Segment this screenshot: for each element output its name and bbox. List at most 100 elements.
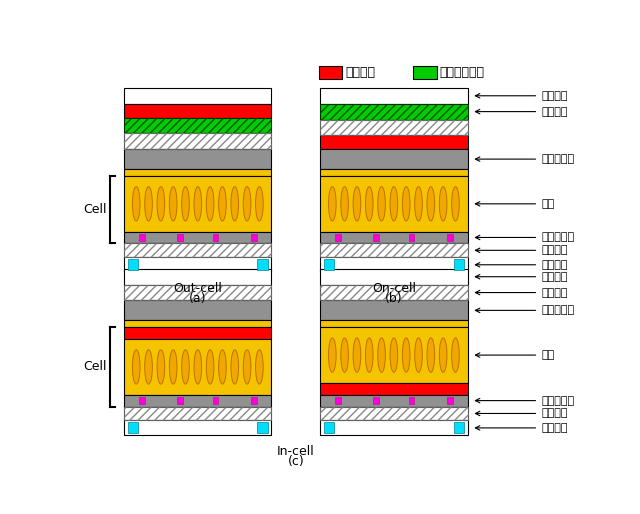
Bar xyxy=(320,104,467,120)
Bar xyxy=(320,149,467,169)
Ellipse shape xyxy=(182,187,189,221)
Ellipse shape xyxy=(439,338,447,372)
Bar xyxy=(212,234,218,241)
Bar xyxy=(324,423,334,433)
Bar xyxy=(335,234,340,241)
Bar xyxy=(128,423,138,433)
Bar xyxy=(320,135,467,149)
Text: 後偏光片: 後偏光片 xyxy=(476,409,568,418)
Ellipse shape xyxy=(328,338,336,372)
Bar xyxy=(257,260,268,270)
Bar xyxy=(124,395,271,407)
Bar xyxy=(320,176,467,231)
Text: 背光模組: 背光模組 xyxy=(476,423,568,433)
Bar xyxy=(454,423,464,433)
Bar xyxy=(124,118,271,133)
Bar xyxy=(124,118,271,133)
Ellipse shape xyxy=(328,187,336,221)
Ellipse shape xyxy=(353,338,361,372)
Bar xyxy=(320,407,467,420)
Bar xyxy=(177,397,183,405)
Text: Out-cell: Out-cell xyxy=(173,282,222,295)
Ellipse shape xyxy=(219,187,227,221)
Ellipse shape xyxy=(427,338,435,372)
Ellipse shape xyxy=(378,338,385,372)
Ellipse shape xyxy=(170,187,177,221)
Bar xyxy=(124,285,271,301)
Text: Cell: Cell xyxy=(84,360,107,374)
Ellipse shape xyxy=(415,187,422,221)
Bar xyxy=(320,120,467,135)
Bar xyxy=(124,149,271,169)
Ellipse shape xyxy=(243,350,251,384)
Ellipse shape xyxy=(194,350,202,384)
Ellipse shape xyxy=(206,187,214,221)
Text: 保護玻璃: 保護玻璃 xyxy=(476,91,568,101)
Ellipse shape xyxy=(255,350,263,384)
Ellipse shape xyxy=(145,350,152,384)
Bar xyxy=(373,234,379,241)
Bar xyxy=(124,133,271,149)
Text: 黏著劑或空氣: 黏著劑或空氣 xyxy=(440,66,484,79)
Ellipse shape xyxy=(353,187,361,221)
Ellipse shape xyxy=(132,187,140,221)
Ellipse shape xyxy=(231,187,239,221)
Bar xyxy=(320,301,467,320)
Bar xyxy=(447,234,452,241)
Ellipse shape xyxy=(170,350,177,384)
Ellipse shape xyxy=(452,338,460,372)
Bar xyxy=(320,120,467,135)
Bar xyxy=(320,269,467,285)
Ellipse shape xyxy=(194,187,202,221)
Text: 液晶: 液晶 xyxy=(476,199,554,209)
Bar xyxy=(124,339,271,395)
Ellipse shape xyxy=(182,350,189,384)
Bar xyxy=(124,285,271,301)
Bar xyxy=(320,395,467,407)
Text: 觸控線路: 觸控線路 xyxy=(345,66,375,79)
Bar xyxy=(124,231,271,244)
Ellipse shape xyxy=(157,187,164,221)
Bar xyxy=(409,234,414,241)
Bar xyxy=(320,104,467,120)
Bar xyxy=(319,66,342,79)
Bar xyxy=(447,397,452,405)
Bar xyxy=(320,244,467,257)
Ellipse shape xyxy=(206,350,214,384)
Bar xyxy=(320,231,467,244)
Bar xyxy=(124,407,271,420)
Ellipse shape xyxy=(403,338,410,372)
Text: 後導電玻璃: 後導電玻璃 xyxy=(476,396,574,406)
Ellipse shape xyxy=(365,187,373,221)
Bar xyxy=(257,423,268,433)
Bar xyxy=(320,383,467,395)
Bar xyxy=(124,133,271,149)
Ellipse shape xyxy=(365,338,373,372)
Bar xyxy=(124,407,271,420)
Ellipse shape xyxy=(427,187,435,221)
Bar xyxy=(139,234,145,241)
Bar xyxy=(320,169,467,176)
Ellipse shape xyxy=(390,338,397,372)
Bar xyxy=(177,234,183,241)
Bar xyxy=(413,66,436,79)
Text: Cell: Cell xyxy=(84,203,107,216)
Text: 前導電玻璃: 前導電玻璃 xyxy=(476,305,574,316)
Ellipse shape xyxy=(340,338,348,372)
Bar xyxy=(251,234,257,241)
Bar xyxy=(320,285,467,301)
Ellipse shape xyxy=(403,187,410,221)
Bar xyxy=(139,397,145,405)
Text: 保護玻璃: 保護玻璃 xyxy=(476,272,568,282)
Bar xyxy=(124,244,271,257)
Text: (a): (a) xyxy=(189,292,207,305)
Ellipse shape xyxy=(439,187,447,221)
Bar xyxy=(124,104,271,118)
Bar xyxy=(212,397,218,405)
Ellipse shape xyxy=(255,187,263,221)
Bar xyxy=(124,169,271,176)
Bar xyxy=(320,88,467,104)
Ellipse shape xyxy=(132,350,140,384)
Text: In-cell: In-cell xyxy=(277,445,315,457)
Bar xyxy=(124,420,271,435)
